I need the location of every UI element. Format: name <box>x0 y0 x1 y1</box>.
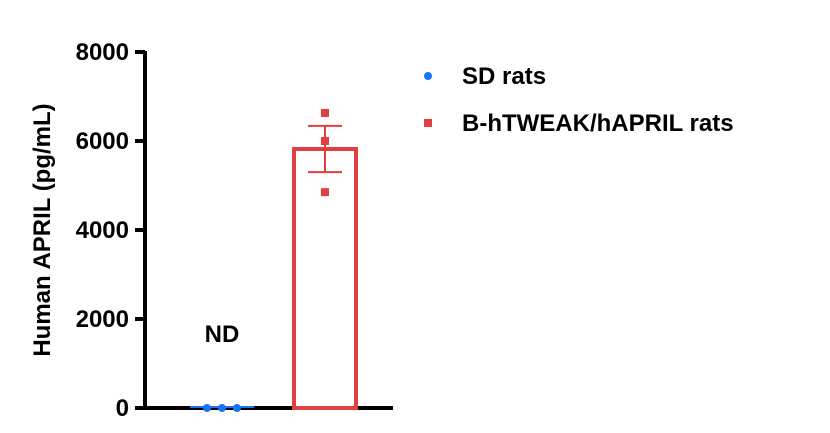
y-axis-label: Human APRIL (pg/mL) <box>29 103 56 356</box>
data-point <box>233 404 241 412</box>
y-tick-label: 4000 <box>76 217 129 244</box>
y-tick-label: 2000 <box>76 306 129 333</box>
legend-label: SD rats <box>462 63 546 90</box>
data-point <box>218 404 226 412</box>
data-point <box>203 404 211 412</box>
legend-marker <box>424 119 432 127</box>
data-point <box>321 188 329 197</box>
y-tick-label: 8000 <box>76 39 129 66</box>
bar <box>292 147 358 410</box>
legend-label: B-hTWEAK/hAPRIL rats <box>462 110 734 137</box>
data-point <box>321 108 329 117</box>
y-tick-label: 6000 <box>76 128 129 155</box>
legend-marker <box>424 72 432 80</box>
data-point <box>321 137 329 145</box>
annotation-label: ND <box>205 321 240 348</box>
y-tick-label: 0 <box>116 395 129 422</box>
